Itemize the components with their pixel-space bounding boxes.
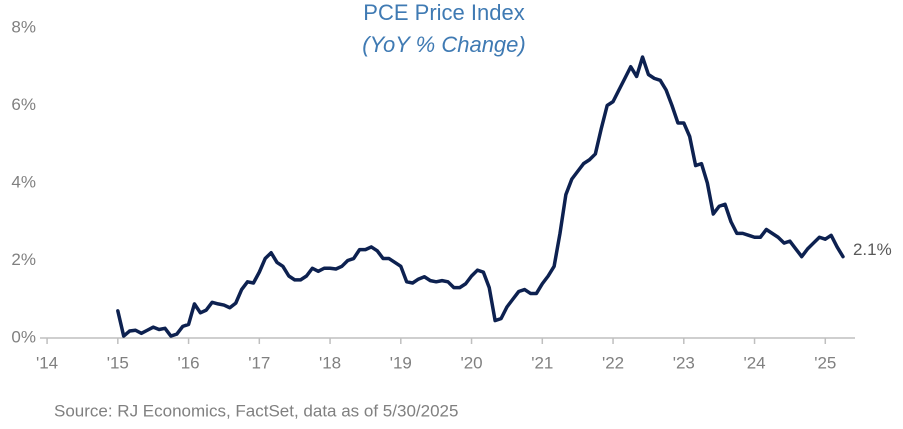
y-tick-label: 4% [11,172,36,191]
x-tick-label: '17 [248,353,270,372]
x-tick-label: '24 [743,353,765,372]
x-tick-label: '23 [673,353,695,372]
chart-title: PCE Price Index [363,0,524,25]
x-tick-label: '15 [107,353,129,372]
x-tick-label: '14 [36,353,58,372]
x-tick-label: '25 [814,353,836,372]
data-line [116,55,845,338]
y-tick-label: 8% [11,17,36,36]
x-tick-label: '16 [177,353,199,372]
x-tick-label: '21 [531,353,553,372]
x-tick-label: '20 [460,353,482,372]
x-tick-label: '22 [602,353,624,372]
source-note: Source: RJ Economics, FactSet, data as o… [54,401,458,420]
data-label: 2.1% [853,240,892,259]
y-tick-label: 2% [11,250,36,269]
chart-subtitle: (YoY % Change) [362,32,525,57]
x-tick-label: '19 [390,353,412,372]
y-tick-label: 6% [11,95,36,114]
y-tick-label: 0% [11,327,36,346]
x-tick-label: '18 [319,353,341,372]
